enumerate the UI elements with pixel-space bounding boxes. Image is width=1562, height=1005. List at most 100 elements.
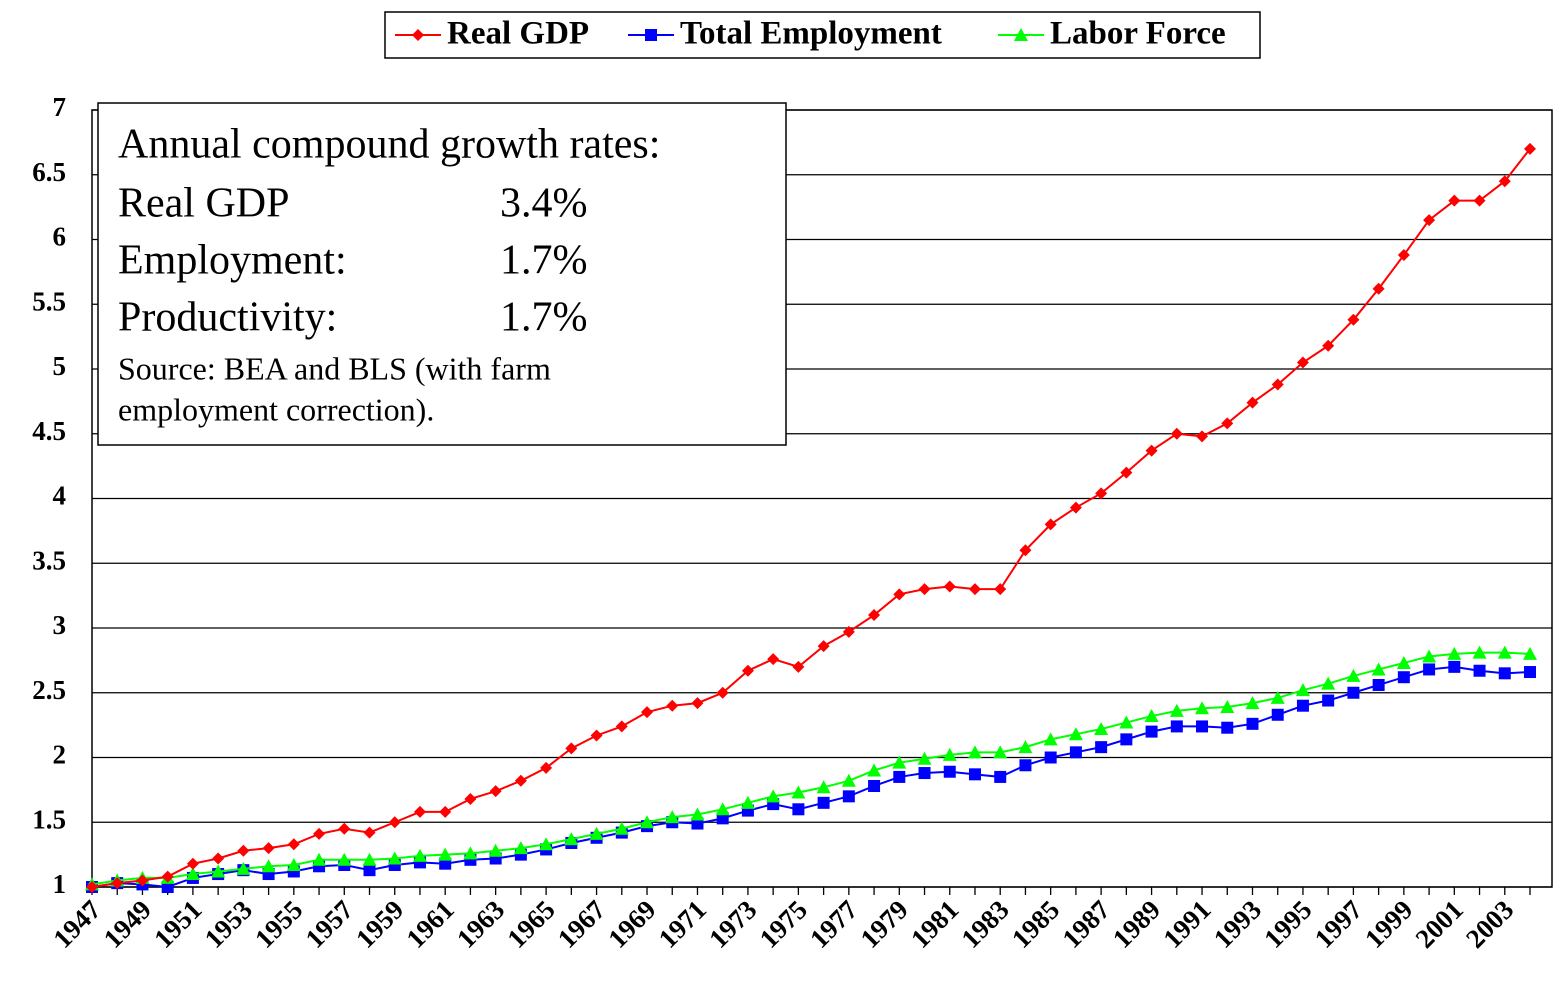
marker xyxy=(413,805,426,818)
marker xyxy=(1472,645,1487,659)
marker xyxy=(1448,660,1461,673)
marker xyxy=(918,583,931,596)
marker xyxy=(792,660,805,673)
marker xyxy=(1448,194,1461,207)
x-tick-label: 1971 xyxy=(653,894,712,953)
marker xyxy=(136,874,149,887)
marker xyxy=(1372,282,1385,295)
y-tick-label: 4.5 xyxy=(32,416,66,446)
y-tick-label: 5 xyxy=(53,351,67,381)
marker xyxy=(943,765,956,778)
y-tick-label: 3.5 xyxy=(32,545,66,575)
marker xyxy=(1347,686,1360,699)
x-tick-label: 1995 xyxy=(1258,894,1317,953)
marker xyxy=(967,745,982,759)
marker xyxy=(767,653,780,666)
annotation-source: Source: BEA and BLS (with farm xyxy=(118,350,551,386)
series-line xyxy=(91,148,1531,888)
marker xyxy=(1019,544,1032,557)
marker xyxy=(665,810,680,824)
marker xyxy=(261,859,276,873)
marker xyxy=(1095,741,1108,754)
marker xyxy=(439,805,452,818)
marker xyxy=(1473,194,1486,207)
marker xyxy=(1347,313,1360,326)
marker xyxy=(893,588,906,601)
marker xyxy=(1019,759,1032,772)
marker xyxy=(917,751,932,765)
marker xyxy=(211,864,226,878)
marker xyxy=(1043,732,1058,746)
marker xyxy=(463,846,478,860)
marker xyxy=(645,29,657,41)
marker xyxy=(488,843,503,857)
marker xyxy=(615,720,628,733)
marker xyxy=(539,837,554,851)
marker xyxy=(994,583,1007,596)
x-tick-label: 1965 xyxy=(501,894,560,953)
marker xyxy=(1447,646,1462,660)
marker xyxy=(816,780,831,794)
x-tick-label: 1991 xyxy=(1157,894,1216,953)
marker xyxy=(1068,727,1083,741)
marker xyxy=(1271,378,1284,391)
marker xyxy=(1044,751,1057,764)
legend-label: Total Employment xyxy=(680,16,942,52)
marker xyxy=(1246,396,1259,409)
marker xyxy=(464,792,477,805)
marker xyxy=(741,664,754,677)
marker xyxy=(388,816,401,829)
marker xyxy=(1296,356,1309,369)
marker xyxy=(1094,722,1109,736)
marker xyxy=(842,625,855,638)
y-tick-label: 7 xyxy=(53,92,67,122)
marker xyxy=(942,747,957,761)
marker xyxy=(1069,746,1082,759)
marker xyxy=(237,844,250,857)
marker xyxy=(968,768,981,781)
marker xyxy=(412,29,424,41)
marker xyxy=(1397,249,1410,262)
marker xyxy=(111,877,124,890)
annotation-value: 3.4% xyxy=(500,181,588,227)
x-tick-label: 1989 xyxy=(1107,894,1166,953)
marker xyxy=(412,848,427,862)
marker xyxy=(1422,649,1437,663)
y-tick-label: 2 xyxy=(53,740,67,770)
marker xyxy=(1270,690,1285,704)
annotation-source: employment correction). xyxy=(118,391,434,427)
marker xyxy=(1346,668,1361,682)
marker xyxy=(791,785,806,799)
marker xyxy=(489,785,502,798)
legend-label: Real GDP xyxy=(447,16,589,52)
marker xyxy=(994,770,1007,783)
marker xyxy=(338,822,351,835)
y-tick-label: 4 xyxy=(53,481,67,511)
x-tick-label: 1997 xyxy=(1309,894,1368,953)
marker xyxy=(1296,699,1309,712)
series-line xyxy=(91,651,1531,886)
marker xyxy=(740,795,755,809)
marker xyxy=(1423,214,1436,227)
legend-label: Labor Force xyxy=(1050,16,1226,52)
marker xyxy=(1170,427,1183,440)
marker xyxy=(918,767,931,780)
marker xyxy=(1196,430,1209,443)
marker xyxy=(590,729,603,742)
marker xyxy=(1095,487,1108,500)
y-tick-label: 1.5 xyxy=(32,804,66,834)
marker xyxy=(867,763,882,777)
marker xyxy=(363,826,376,839)
marker xyxy=(161,881,174,893)
y-tick-label: 6 xyxy=(53,222,67,252)
marker xyxy=(1524,666,1536,679)
marker xyxy=(892,755,907,769)
x-tick-label: 1969 xyxy=(602,894,661,953)
marker xyxy=(1524,142,1536,155)
marker xyxy=(1145,444,1158,457)
marker xyxy=(1044,518,1057,531)
x-tick-label: 1953 xyxy=(199,894,258,953)
marker xyxy=(312,852,327,866)
marker xyxy=(640,815,655,829)
